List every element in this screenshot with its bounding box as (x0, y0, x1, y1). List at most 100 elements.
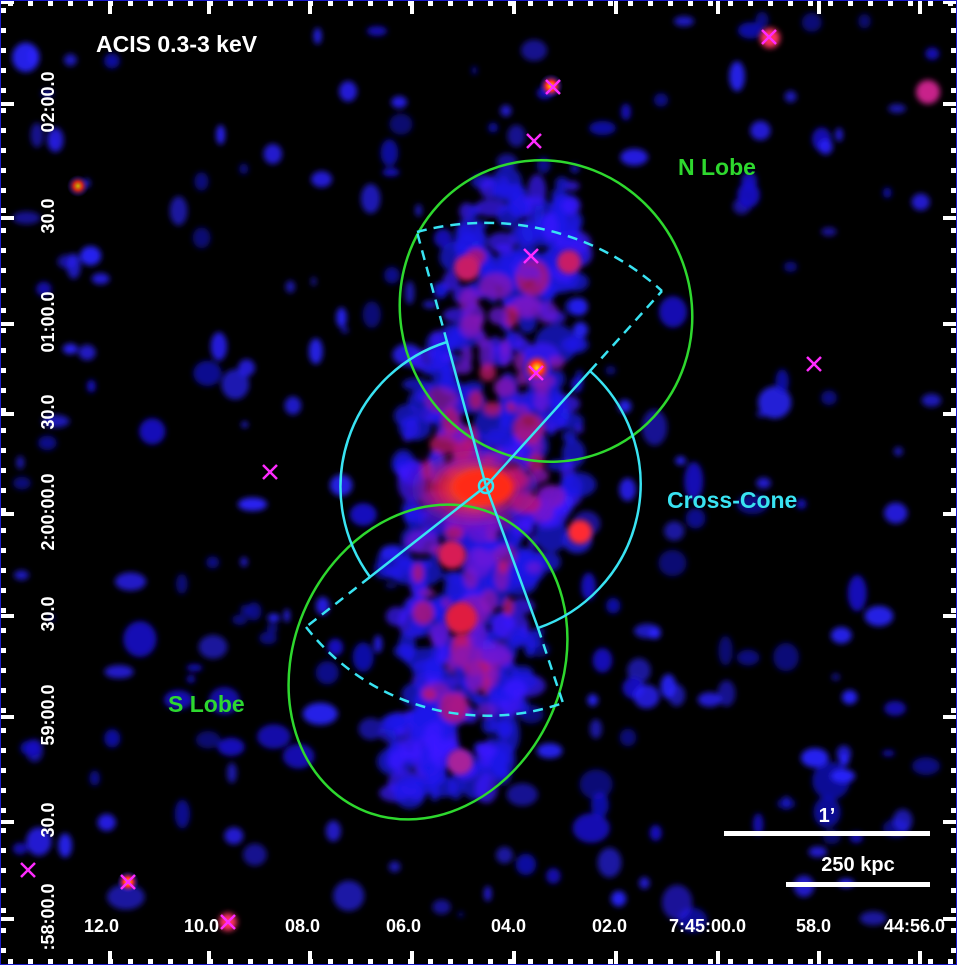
emission-clump (453, 644, 483, 668)
frame-tick (128, 959, 133, 965)
frame-tick (868, 0, 873, 6)
emission-clump (195, 730, 221, 749)
emission-clump (14, 570, 29, 581)
emission-clump (892, 809, 913, 832)
frame-tick (0, 828, 6, 833)
frame-tick (108, 0, 112, 14)
frame-tick (951, 228, 957, 233)
emission-clump (649, 825, 662, 841)
frame-tick (716, 0, 720, 14)
frame-tick (951, 668, 957, 673)
emission-clump (42, 414, 70, 428)
frame-tick (0, 268, 6, 273)
frame-tick (0, 216, 14, 220)
frame-tick (0, 148, 6, 153)
frame-tick (943, 102, 957, 106)
emission-clump (506, 783, 538, 806)
frame-tick (488, 959, 493, 965)
frame-tick (0, 48, 6, 53)
emission-clump (194, 172, 209, 191)
frame-tick (943, 322, 957, 326)
emission-clump (139, 418, 166, 445)
emission-clump (808, 846, 828, 858)
frame-tick (0, 208, 6, 213)
emission-clump (315, 661, 339, 685)
emission-clump (114, 572, 147, 591)
frame-tick (943, 715, 957, 719)
emission-clump (564, 298, 584, 316)
emission-clump (311, 171, 333, 188)
emission-clump (384, 266, 400, 284)
emission-clump (523, 631, 543, 649)
dec-tick-label: 30.0 (38, 802, 58, 837)
emission-clump (391, 96, 408, 109)
emission-clump (513, 413, 544, 445)
emission-clump (241, 421, 248, 428)
emission-clump (783, 261, 798, 273)
emission-clump (536, 743, 563, 759)
frame-tick (0, 908, 6, 913)
emission-clump (389, 113, 413, 135)
emission-clump (859, 911, 887, 926)
frame-tick (0, 388, 6, 393)
frame-tick (568, 959, 573, 965)
emission-clump (396, 454, 410, 468)
emission-clump (237, 497, 268, 512)
frame-tick (951, 868, 957, 873)
emission-clump (396, 462, 412, 480)
emission-clump (284, 396, 302, 415)
frame-tick (0, 668, 6, 673)
frame-tick (943, 614, 957, 618)
emission-clump (471, 66, 478, 75)
frame-tick (468, 0, 473, 6)
emission-clump (424, 387, 458, 413)
frame-tick (951, 168, 957, 173)
frame-tick (828, 0, 833, 6)
frame-tick (0, 888, 6, 893)
frame-tick (951, 48, 957, 53)
emission-clump (441, 597, 451, 608)
emission-clump (376, 544, 413, 580)
emission-clump (308, 338, 323, 365)
frame-tick (0, 508, 6, 513)
frame-tick (588, 959, 593, 965)
emission-clump (106, 884, 145, 910)
point-source-x-marker (523, 248, 539, 264)
emission-clump (459, 314, 482, 338)
ra-tick-label: 10.0 (184, 916, 219, 936)
frame-tick (207, 951, 211, 965)
emission-clump (263, 143, 283, 165)
emission-clump (175, 573, 188, 594)
emission-clump (282, 743, 315, 769)
emission-clump (498, 560, 509, 574)
emission-clump (830, 769, 856, 783)
frame-tick (0, 715, 14, 719)
ra-axis: 12.0 10.0 08.0 06.0 04.0 02.0 7:45:00.0 … (84, 916, 945, 936)
frame-tick (951, 848, 957, 853)
emission-clump (385, 566, 401, 577)
emission-clump (506, 401, 515, 412)
frame-tick (348, 959, 353, 965)
emission-clump (473, 694, 491, 707)
frame-tick (0, 848, 6, 853)
emission-clump (925, 47, 940, 60)
frame-tick (248, 959, 253, 965)
emission-clump (592, 648, 613, 673)
emission-clump (835, 127, 843, 142)
emission-clump (611, 890, 627, 907)
frame-tick (128, 0, 133, 6)
dec-tick-label: :58:00.0 (38, 883, 58, 950)
frame-tick (0, 168, 6, 173)
emission-clump (633, 623, 661, 639)
frame-tick (548, 0, 553, 6)
frame-tick (388, 959, 393, 965)
frame-tick (943, 412, 957, 416)
frame-tick (951, 8, 957, 13)
emission-clump (385, 606, 408, 626)
emission-clump (620, 148, 649, 166)
emission-clump (658, 296, 688, 328)
emission-clump (341, 326, 349, 334)
emission-clump (283, 608, 290, 623)
emission-clump (12, 842, 28, 855)
emission-clump (91, 273, 110, 285)
